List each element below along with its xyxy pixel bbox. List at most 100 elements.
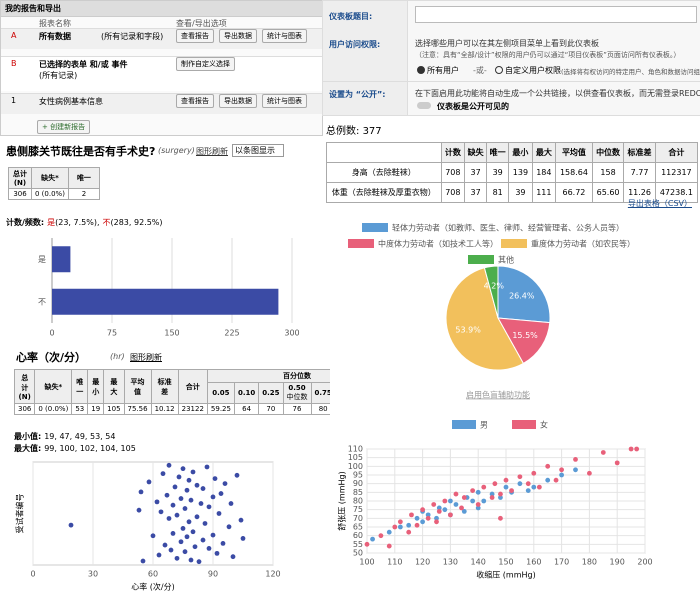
point: [634, 446, 640, 452]
header-cell: 百分位数: [206, 369, 330, 383]
max-line: 最大值: 99, 100, 102, 104, 105: [14, 443, 136, 454]
point: [470, 498, 476, 504]
point: [184, 534, 190, 540]
point: [364, 541, 370, 547]
report-button[interactable]: 查看报告: [176, 94, 214, 108]
x-tick-label: 300: [284, 329, 299, 338]
header-cell: 唯一: [486, 142, 510, 163]
x-tick-label: 170: [554, 558, 569, 567]
cell: 105: [103, 403, 125, 415]
percentile-label: 0.10: [237, 389, 256, 397]
header-row: 计数 缺失 唯一 最小 最大 平均值 中位数 标准差 合计: [326, 142, 699, 163]
point: [531, 484, 537, 490]
point: [146, 479, 152, 485]
point: [172, 484, 178, 490]
pie-slice: [497, 317, 551, 365]
y-tick-label: 是: [38, 255, 46, 264]
percentile-cell: 0.50 中位数: [282, 382, 312, 404]
point: [68, 522, 74, 528]
x-tick-label: 120: [265, 570, 280, 579]
bar: [52, 288, 279, 315]
field-title: 心率（次/分）: [16, 351, 87, 364]
point: [420, 519, 425, 525]
refresh-link[interactable]: 图形刷新: [130, 353, 162, 362]
report-button[interactable]: 统计与图表: [262, 29, 307, 43]
report-button[interactable]: 导出数据: [219, 29, 257, 43]
point: [414, 515, 420, 521]
divider: [323, 81, 700, 82]
y-tick-label: 105: [348, 453, 363, 462]
report-button[interactable]: 导出数据: [219, 94, 257, 108]
point: [200, 486, 206, 491]
point: [370, 536, 375, 542]
point: [200, 537, 206, 543]
pie-slice: [497, 265, 551, 324]
point: [475, 505, 481, 511]
public-label: 设置为 “公开”:: [329, 90, 386, 99]
point: [600, 450, 606, 455]
header-cell: 平均值: [555, 142, 593, 163]
col-header: 查看/导出选项: [176, 19, 227, 28]
point: [425, 512, 431, 518]
refresh-link[interactable]: 图形刷新: [196, 147, 228, 156]
legend-label: 女: [540, 420, 548, 430]
point: [194, 482, 200, 488]
display-select[interactable]: 以条图显示: [232, 144, 284, 157]
export-link[interactable]: 导出表格（CSV）: [627, 199, 692, 208]
point: [448, 512, 453, 518]
slice-label: 15.5%: [512, 331, 538, 340]
header-cell: 缺失*: [31, 167, 69, 189]
report-name[interactable]: 所有数据: [39, 32, 71, 41]
toggle[interactable]: [417, 102, 431, 109]
create-report-button[interactable]: + 创建新报告: [37, 120, 91, 134]
report-button[interactable]: 制作自定义选择: [176, 57, 235, 71]
point: [559, 472, 564, 478]
point: [156, 552, 162, 558]
radio[interactable]: [495, 66, 503, 74]
point: [525, 488, 531, 493]
slice-label: 26.4%: [509, 292, 535, 301]
header-cell: 缺失*: [34, 369, 73, 404]
point: [182, 506, 188, 511]
cell: 158: [591, 162, 625, 183]
report-name[interactable]: 已选择的表单 和/或 事件: [39, 60, 128, 69]
row-id: 1: [11, 96, 17, 105]
point: [453, 502, 459, 507]
legend-swatch: [512, 420, 536, 429]
point: [170, 531, 176, 536]
value-row: 306 0 (0.0%) 53 19 105 75.56 10.12 23122 59.25 64…: [13, 403, 330, 415]
cell: 75.56: [123, 403, 152, 415]
title-input[interactable]: [415, 6, 697, 23]
point: [587, 470, 592, 476]
header-cell: 最小: [87, 369, 105, 404]
stats-row: 身高（去除鞋袜） 708 37 39 139 184 158.64 158 7.77 112317: [326, 162, 699, 183]
point: [186, 477, 192, 483]
report-button[interactable]: 查看报告: [176, 29, 214, 43]
point: [545, 477, 551, 483]
point: [481, 484, 487, 490]
panel-title: 我的报告和导出: [1, 1, 322, 17]
title-label: 仪表板题目:: [329, 12, 373, 21]
point: [553, 477, 559, 483]
row-label: 身高（去除鞋袜）: [326, 162, 442, 183]
pie-slice: [445, 267, 525, 371]
row-bg: [1, 56, 322, 91]
header-cell: 总计 (N): [13, 369, 36, 404]
header-cell: 最小: [508, 142, 533, 163]
x-tick-label: 190: [610, 558, 625, 567]
legend-swatch: [362, 223, 388, 232]
radio[interactable]: [417, 66, 425, 74]
point: [158, 509, 164, 515]
legend-label: 轻体力劳动者（如教师、医生、律师、经营管理者、公务人员等）: [392, 223, 624, 233]
report-name[interactable]: 女性病例基本信息: [39, 97, 103, 106]
option-all: 所有用户: [427, 66, 459, 75]
cell: 47238.1: [654, 182, 699, 203]
y-tick-label: 95: [353, 471, 363, 480]
bar: [52, 246, 71, 273]
cell: 7.77: [623, 162, 656, 183]
report-button[interactable]: 统计与图表: [262, 94, 307, 108]
point: [238, 517, 244, 523]
max-label: 最大值:: [14, 444, 42, 453]
point: [190, 469, 196, 475]
